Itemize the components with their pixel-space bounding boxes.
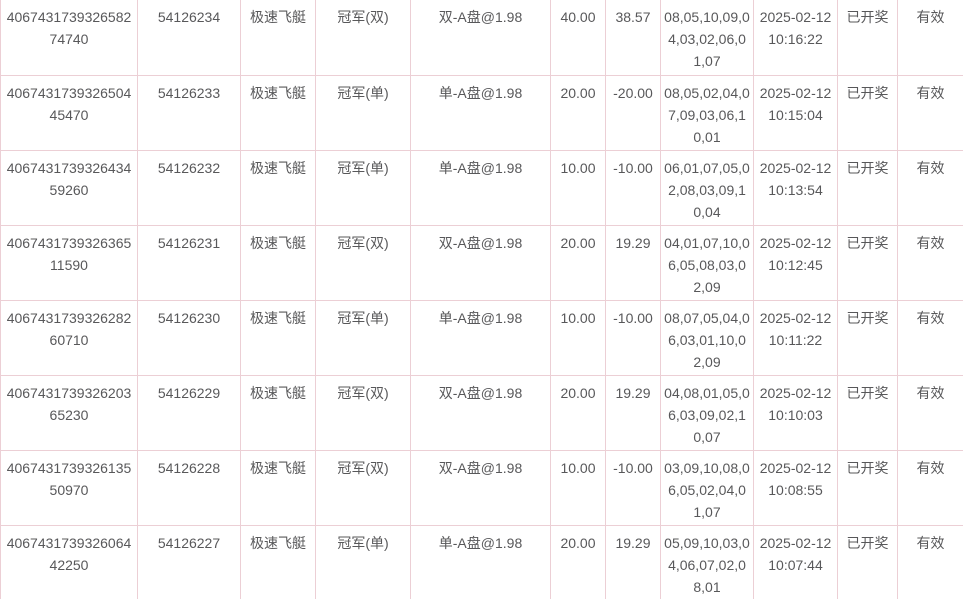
cell-validity: 有效 — [897, 149, 963, 226]
cell-draw-result: 03,09,10,08,06,05,02,04,01,07 — [660, 449, 754, 526]
cell-period: 54126231 — [137, 224, 241, 301]
cell-profit: -20.00 — [605, 74, 661, 151]
cell-bet-content: 双-A盘@1.98 — [410, 374, 551, 451]
cell-status: 已开奖 — [837, 299, 898, 376]
cell-game-name: 极速飞艇 — [240, 524, 316, 599]
cell-play-type: 冠军(单) — [315, 74, 411, 151]
cell-status: 已开奖 — [837, 149, 898, 226]
cell-status: 已开奖 — [837, 449, 898, 526]
cell-order-number: 406743173932636511590 — [0, 224, 138, 301]
cell-amount: 10.00 — [550, 449, 606, 526]
cell-amount: 20.00 — [550, 374, 606, 451]
cell-period: 54126234 — [137, 0, 241, 76]
cell-status: 已开奖 — [837, 0, 898, 76]
cell-draw-result: 04,08,01,05,06,03,09,02,10,07 — [660, 374, 754, 451]
cell-game-name: 极速飞艇 — [240, 224, 316, 301]
cell-game-name: 极速飞艇 — [240, 149, 316, 226]
cell-play-type: 冠军(双) — [315, 224, 411, 301]
cell-bet-content: 单-A盘@1.98 — [410, 149, 551, 226]
cell-status: 已开奖 — [837, 224, 898, 301]
cell-period: 54126233 — [137, 74, 241, 151]
cell-validity: 有效 — [897, 74, 963, 151]
table-row: 406743173932643459260 54126232 极速飞艇 冠军(单… — [0, 149, 963, 226]
cell-order-number: 406743173932628260710 — [0, 299, 138, 376]
cell-status: 已开奖 — [837, 524, 898, 599]
cell-bet-content: 单-A盘@1.98 — [410, 299, 551, 376]
cell-game-name: 极速飞艇 — [240, 449, 316, 526]
cell-play-type: 冠军(单) — [315, 524, 411, 599]
cell-play-type: 冠军(双) — [315, 0, 411, 76]
cell-bet-content: 双-A盘@1.98 — [410, 449, 551, 526]
cell-draw-result: 08,07,05,04,06,03,01,10,02,09 — [660, 299, 754, 376]
cell-game-name: 极速飞艇 — [240, 299, 316, 376]
table-row: 406743173932613550970 54126228 极速飞艇 冠军(双… — [0, 449, 963, 526]
cell-profit: -10.00 — [605, 299, 661, 376]
cell-bet-time: 2025-02-12 10:07:44 — [753, 524, 838, 599]
cell-draw-result: 08,05,10,09,04,03,02,06,01,07 — [660, 0, 754, 76]
cell-order-number: 406743173932643459260 — [0, 149, 138, 226]
cell-order-number: 406743173932620365230 — [0, 374, 138, 451]
cell-game-name: 极速飞艇 — [240, 374, 316, 451]
cell-bet-content: 双-A盘@1.98 — [410, 0, 551, 76]
cell-period: 54126229 — [137, 374, 241, 451]
table-row: 406743173932650445470 54126233 极速飞艇 冠军(单… — [0, 74, 963, 151]
cell-bet-time: 2025-02-12 10:16:22 — [753, 0, 838, 76]
cell-profit: 19.29 — [605, 524, 661, 599]
cell-play-type: 冠军(单) — [315, 299, 411, 376]
cell-amount: 10.00 — [550, 299, 606, 376]
cell-bet-content: 单-A盘@1.98 — [410, 524, 551, 599]
cell-profit: -10.00 — [605, 449, 661, 526]
cell-validity: 有效 — [897, 299, 963, 376]
cell-status: 已开奖 — [837, 74, 898, 151]
cell-order-number: 406743173932658274740 — [0, 0, 138, 76]
cell-profit: 19.29 — [605, 224, 661, 301]
cell-profit: 38.57 — [605, 0, 661, 76]
cell-status: 已开奖 — [837, 374, 898, 451]
cell-bet-time: 2025-02-12 10:13:54 — [753, 149, 838, 226]
cell-bet-content: 单-A盘@1.98 — [410, 74, 551, 151]
cell-order-number: 406743173932650445470 — [0, 74, 138, 151]
table-row: 406743173932636511590 54126231 极速飞艇 冠军(双… — [0, 224, 963, 301]
cell-amount: 20.00 — [550, 74, 606, 151]
cell-period: 54126232 — [137, 149, 241, 226]
cell-amount: 40.00 — [550, 0, 606, 76]
cell-profit: -10.00 — [605, 149, 661, 226]
cell-game-name: 极速飞艇 — [240, 0, 316, 76]
cell-draw-result: 05,09,10,03,04,06,07,02,08,01 — [660, 524, 754, 599]
cell-play-type: 冠军(双) — [315, 374, 411, 451]
cell-bet-time: 2025-02-12 10:10:03 — [753, 374, 838, 451]
cell-validity: 有效 — [897, 374, 963, 451]
cell-play-type: 冠军(单) — [315, 149, 411, 226]
cell-period: 54126228 — [137, 449, 241, 526]
cell-order-number: 406743173932613550970 — [0, 449, 138, 526]
cell-bet-time: 2025-02-12 10:08:55 — [753, 449, 838, 526]
cell-bet-time: 2025-02-12 10:15:04 — [753, 74, 838, 151]
cell-amount: 20.00 — [550, 224, 606, 301]
table-row: 406743173932606442250 54126227 极速飞艇 冠军(单… — [0, 524, 963, 599]
table-row: 406743173932628260710 54126230 极速飞艇 冠军(单… — [0, 299, 963, 376]
cell-period: 54126227 — [137, 524, 241, 599]
cell-amount: 10.00 — [550, 149, 606, 226]
table-row: 406743173932658274740 54126234 极速飞艇 冠军(双… — [0, 0, 963, 76]
table-row: 406743173932620365230 54126229 极速飞艇 冠军(双… — [0, 374, 963, 451]
cell-validity: 有效 — [897, 0, 963, 76]
cell-period: 54126230 — [137, 299, 241, 376]
cell-bet-time: 2025-02-12 10:11:22 — [753, 299, 838, 376]
cell-amount: 20.00 — [550, 524, 606, 599]
cell-draw-result: 04,01,07,10,06,05,08,03,02,09 — [660, 224, 754, 301]
cell-profit: 19.29 — [605, 374, 661, 451]
cell-validity: 有效 — [897, 224, 963, 301]
cell-play-type: 冠军(双) — [315, 449, 411, 526]
cell-validity: 有效 — [897, 449, 963, 526]
cell-draw-result: 08,05,02,04,07,09,03,06,10,01 — [660, 74, 754, 151]
cell-game-name: 极速飞艇 — [240, 74, 316, 151]
cell-bet-time: 2025-02-12 10:12:45 — [753, 224, 838, 301]
cell-bet-content: 双-A盘@1.98 — [410, 224, 551, 301]
cell-validity: 有效 — [897, 524, 963, 599]
cell-draw-result: 06,01,07,05,02,08,03,09,10,04 — [660, 149, 754, 226]
cell-order-number: 406743173932606442250 — [0, 524, 138, 599]
